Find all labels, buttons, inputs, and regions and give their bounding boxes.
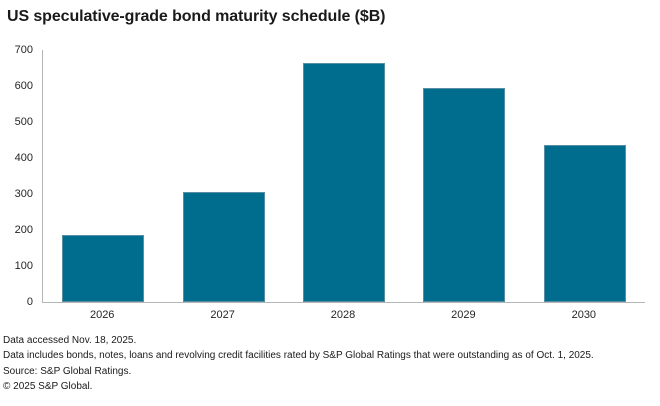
footnote-line-1: Data accessed Nov. 18, 2025. [3,335,137,346]
bar-chart-plot-area [42,50,645,303]
y-tick-label-600: 600 [14,79,33,92]
x-tick-label-2027: 2027 [210,309,235,321]
footnote-line-2: Data includes bonds, notes, loans and re… [3,350,594,362]
chart-title: US speculative-grade bond maturity sched… [7,8,386,25]
y-axis-tick-labels: 0 100 200 300 400 500 600 700 [0,0,33,310]
bar-slot-2029 [404,50,524,302]
footnote-line-3: Source: S&P Global Ratings. [3,365,132,377]
y-tick-label-500: 500 [14,115,33,128]
chart-footnotes: Data accessed Nov. 18, 2025. Data include… [3,333,659,394]
bar-2026 [62,235,145,302]
y-tick-label-100: 100 [14,259,33,272]
bar-2030 [543,145,626,302]
y-tick-label-200: 200 [14,223,33,236]
footnote-line-4: © 2025 S&P Global. [3,380,93,392]
y-tick-label-300: 300 [14,187,33,200]
x-axis-category-labels: 2026 2027 2028 2029 2030 [42,309,644,321]
x-tick-label-2028: 2028 [330,309,356,321]
y-tick-label-0: 0 [26,295,33,308]
x-tick-label-2029: 2029 [451,309,476,321]
y-tick-label-400: 400 [14,151,33,164]
bar-slot-2027 [163,50,283,302]
y-tick-label-700: 700 [14,43,33,56]
bar-slot-2028 [284,50,404,302]
x-tick-label-2030: 2030 [571,309,597,321]
x-tick-label-2026: 2026 [89,309,115,321]
bar-slot-2030 [525,50,645,302]
bar-2029 [423,87,506,302]
bar-2027 [182,192,265,302]
bar-slot-2026 [43,50,163,302]
bar-2028 [303,62,385,302]
